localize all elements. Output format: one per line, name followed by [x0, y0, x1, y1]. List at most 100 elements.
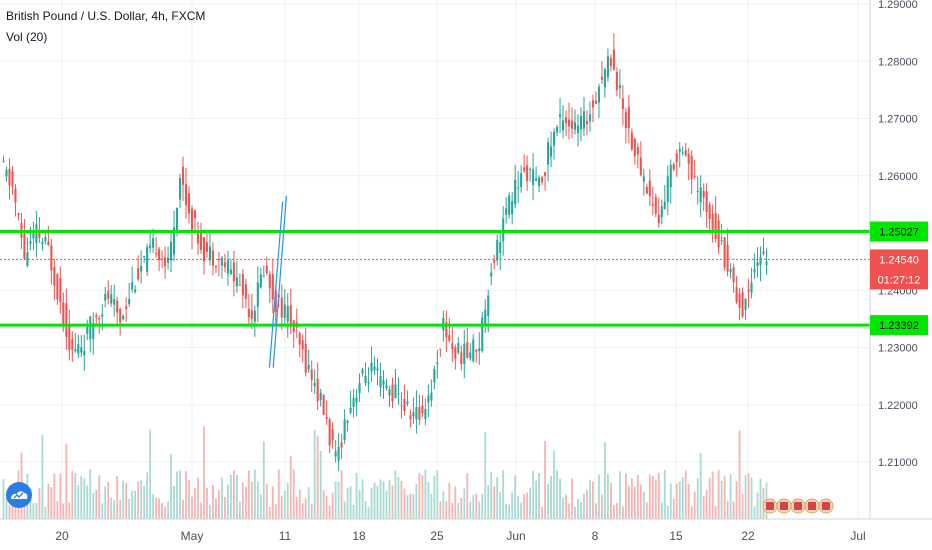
volume-bar	[645, 502, 648, 519]
volume-bar	[595, 503, 597, 519]
volume-bar	[532, 470, 535, 519]
volume-bar	[29, 488, 32, 519]
trend-channel	[268, 195, 287, 368]
volume-bar	[732, 501, 735, 519]
candle-body	[211, 250, 214, 266]
candle-body	[609, 58, 612, 66]
candle-body	[161, 258, 164, 260]
volume-bar	[460, 497, 463, 519]
volume-bar	[38, 487, 41, 519]
candle-body	[5, 169, 8, 177]
candle-body	[448, 335, 451, 341]
candle-body	[600, 76, 603, 80]
volume-bar	[128, 498, 131, 519]
volume-bar	[77, 485, 80, 519]
candle-body	[98, 318, 101, 320]
volume-bar	[104, 486, 107, 519]
volume-bar	[83, 478, 86, 519]
volume-bar	[316, 435, 319, 519]
volume-bar	[247, 470, 250, 519]
last-price-tag	[870, 249, 928, 290]
volume-bar	[268, 506, 271, 519]
candle-body	[173, 227, 176, 255]
volume-bar	[717, 470, 720, 519]
candle-body	[271, 274, 274, 300]
volume-bar	[580, 502, 582, 519]
volume-bar	[382, 481, 385, 519]
volume-bar	[696, 478, 699, 519]
candle-body	[478, 348, 481, 352]
candle-body	[705, 191, 708, 212]
candle-body	[304, 343, 307, 373]
volume-bar	[723, 476, 726, 519]
candle-body	[684, 150, 687, 156]
candle-body	[693, 176, 696, 178]
volume-bar	[583, 493, 585, 519]
candle-body	[654, 196, 657, 214]
volume-bar	[400, 480, 403, 519]
chart-title: British Pound / U.S. Dollar, 4h, FXCM	[6, 9, 206, 23]
volume-bar	[361, 479, 364, 519]
volume-bar	[364, 500, 367, 519]
candle-body	[80, 347, 83, 353]
candle-body	[262, 275, 265, 277]
candle-body	[520, 173, 523, 188]
candle-body	[511, 201, 514, 215]
volume-bar	[424, 469, 427, 519]
volume-bar	[448, 482, 451, 519]
candle-body	[322, 395, 325, 415]
candle-body	[514, 179, 517, 205]
volume-bar	[125, 483, 128, 519]
candle-body	[558, 114, 562, 117]
volume-bar	[164, 506, 166, 519]
candle-body	[391, 384, 394, 402]
volume-bar	[391, 485, 394, 519]
candle-body	[373, 366, 376, 371]
volume-bar	[191, 496, 193, 519]
candle-body	[415, 407, 418, 420]
price-tick-label: 1.23000	[878, 343, 918, 355]
candle-body	[487, 295, 490, 317]
candle-body	[343, 419, 346, 440]
volume-bar	[666, 505, 669, 519]
volume-bar	[170, 454, 172, 519]
candle-body	[508, 195, 511, 215]
volume-bar	[529, 487, 532, 519]
tradingview-logo-icon[interactable]	[6, 482, 32, 508]
channel-line[interactable]	[272, 195, 287, 368]
volume-bar	[651, 475, 654, 519]
volume-bar	[681, 477, 684, 519]
volume-bars	[2, 426, 768, 519]
candle-body	[564, 117, 568, 123]
volume-indicator-label[interactable]: Vol (20)	[6, 30, 48, 44]
flag-icon	[780, 502, 788, 510]
channel-line[interactable]	[268, 201, 284, 368]
candle-body	[618, 85, 621, 89]
volume-bar	[71, 470, 74, 519]
volume-bar	[173, 485, 175, 519]
candle-body	[253, 310, 256, 322]
candle-body	[283, 304, 286, 318]
candle-body	[325, 417, 328, 420]
volume-bar	[678, 481, 681, 519]
volume-bar	[328, 505, 331, 519]
candle-body	[466, 342, 469, 358]
volume-bar	[107, 481, 110, 519]
volume-bar	[307, 487, 310, 519]
time-tick-label: 25	[430, 529, 444, 543]
volume-bar	[499, 492, 502, 519]
volume-bar	[741, 493, 744, 519]
candle-body	[328, 419, 331, 446]
candle-body	[696, 190, 699, 192]
volume-bar	[502, 470, 505, 519]
volume-bar	[322, 490, 325, 519]
volume-bar	[648, 474, 651, 519]
candle-body	[101, 314, 104, 317]
volume-bar	[158, 498, 160, 519]
volume-bar	[197, 477, 199, 519]
volume-bar	[89, 469, 92, 519]
volume-bar	[280, 495, 283, 519]
volume-bar	[232, 470, 235, 519]
candle-body	[310, 369, 313, 380]
